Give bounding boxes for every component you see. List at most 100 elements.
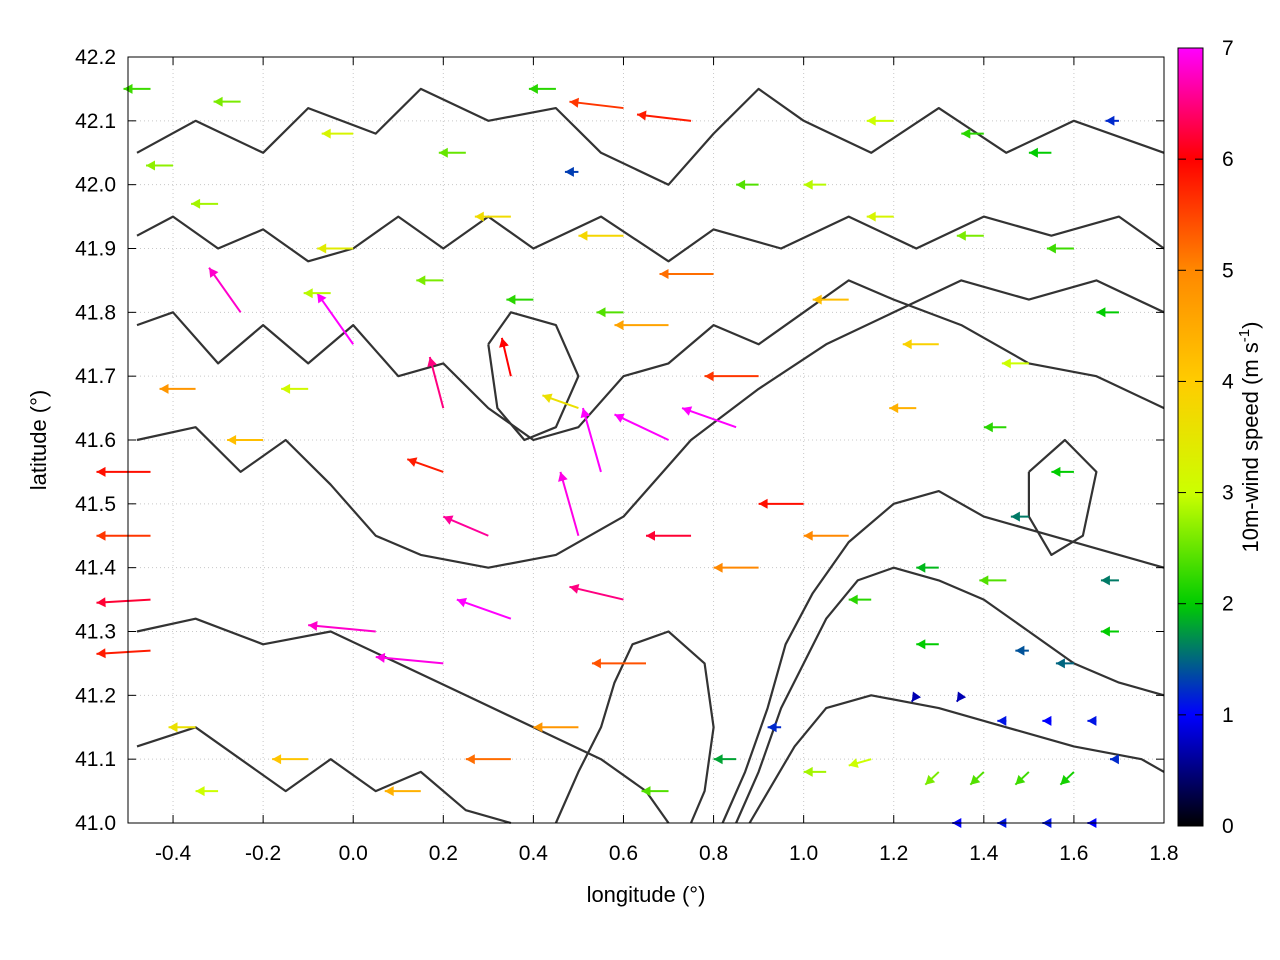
wind-arrow-head bbox=[889, 403, 899, 414]
wind-arrow bbox=[646, 530, 692, 541]
wind-arrow bbox=[924, 771, 940, 786]
wind-arrow-head bbox=[659, 269, 669, 279]
wind-arrow-head bbox=[614, 320, 624, 331]
wind-arrow-head bbox=[308, 621, 318, 631]
wind-arrow bbox=[96, 648, 151, 659]
wind-arrow bbox=[1055, 658, 1074, 669]
colorbar-tick-label: 3 bbox=[1222, 482, 1234, 505]
wind-arrow-head bbox=[465, 754, 475, 765]
y-tick-label: 41.2 bbox=[75, 684, 116, 707]
wind-arrow-head bbox=[803, 530, 813, 541]
wind-arrow bbox=[866, 115, 894, 126]
wind-arrow bbox=[308, 621, 376, 633]
wind-arrow-head bbox=[736, 179, 746, 190]
wind-arrow-head bbox=[704, 371, 714, 382]
wind-arrow-head bbox=[159, 383, 169, 394]
wind-arrow-shaft bbox=[316, 292, 355, 345]
wind-arrow-head bbox=[213, 96, 223, 107]
wind-arrow bbox=[528, 83, 556, 94]
wind-arrow bbox=[1010, 511, 1029, 522]
wind-arrow bbox=[438, 147, 466, 158]
colorbar-ticks: 0 1 2 3 4 5 6 7 bbox=[1178, 37, 1234, 838]
wind-arrow bbox=[321, 128, 354, 139]
y-tick-label: 42.1 bbox=[75, 110, 116, 133]
wind-arrow-head bbox=[499, 337, 509, 348]
wind-arrow bbox=[902, 339, 939, 350]
wind-arrow-head bbox=[578, 230, 588, 241]
wind-arrow-head bbox=[542, 393, 553, 403]
wind-arrow-head bbox=[558, 471, 568, 482]
wind-arrow-head bbox=[96, 648, 106, 659]
wind-arrow bbox=[213, 96, 241, 107]
wind-arrow-head bbox=[956, 230, 966, 241]
wind-arrow bbox=[406, 457, 444, 473]
wind-arrow bbox=[1096, 307, 1119, 318]
wind-arrow-head bbox=[713, 754, 723, 765]
wind-arrow bbox=[1051, 466, 1074, 477]
wind-arrow bbox=[96, 530, 151, 541]
x-tick-label: 1.6 bbox=[1059, 842, 1088, 865]
wind-arrow bbox=[195, 786, 219, 797]
wind-arrow-head bbox=[427, 357, 437, 367]
wind-arrow-head bbox=[474, 211, 484, 222]
x-tick-label: 0.8 bbox=[699, 842, 728, 865]
x-tick-label: 1.4 bbox=[969, 842, 999, 865]
wind-arrow bbox=[1001, 358, 1029, 369]
wind-arrow-head bbox=[1060, 774, 1071, 785]
contour-line bbox=[136, 617, 670, 824]
wind-arrow-head bbox=[911, 691, 921, 702]
wind-arrow bbox=[506, 294, 534, 305]
wind-arrow bbox=[969, 771, 985, 786]
terrain-contours bbox=[136, 87, 1165, 825]
wind-arrow-head bbox=[168, 722, 178, 733]
wind-arrow-head bbox=[848, 758, 859, 768]
colorbar-tick-label: 7 bbox=[1222, 37, 1234, 60]
x-tick-label: 0.4 bbox=[519, 842, 549, 865]
wind-arrow-head bbox=[1100, 626, 1110, 637]
wind-arrow-head bbox=[591, 658, 601, 669]
wind-arrow bbox=[704, 371, 759, 382]
wind-arrow-head bbox=[416, 275, 426, 286]
wind-arrow bbox=[916, 639, 939, 650]
wind-arrow bbox=[569, 584, 624, 601]
wind-arrow-head bbox=[227, 435, 237, 445]
wind-arrow bbox=[736, 179, 759, 190]
wind-arrow-head bbox=[321, 128, 331, 139]
contour-line bbox=[1027, 438, 1098, 556]
wind-arrow bbox=[474, 211, 511, 222]
wind-arrow-head bbox=[682, 406, 693, 416]
wind-arrow-shaft bbox=[559, 471, 580, 537]
wind-arrow bbox=[533, 722, 579, 733]
wind-arrow-head bbox=[758, 498, 768, 509]
wind-arrow-head bbox=[375, 652, 386, 663]
wind-arrow-head bbox=[317, 243, 327, 254]
y-tick-label: 41.7 bbox=[75, 365, 116, 388]
wind-arrow bbox=[1100, 575, 1119, 586]
wind-arrow bbox=[146, 160, 174, 171]
wind-arrow bbox=[812, 294, 849, 305]
colorbar-tick-label: 2 bbox=[1222, 593, 1234, 616]
wind-arrow-head bbox=[195, 786, 205, 797]
wind-arrow-head bbox=[533, 722, 543, 733]
wind-arrow-head bbox=[866, 115, 876, 126]
wind-arrow-head bbox=[767, 722, 777, 733]
wind-arrow-head bbox=[646, 530, 655, 541]
y-tick-label: 41.3 bbox=[75, 621, 116, 644]
wind-arrow bbox=[1046, 243, 1074, 254]
wind-arrow-head bbox=[1055, 658, 1065, 669]
wind-arrow bbox=[384, 786, 421, 797]
wind-arrow-head bbox=[970, 774, 981, 785]
wind-arrow-head bbox=[209, 267, 219, 278]
wind-arrow-head bbox=[407, 457, 418, 467]
wind-arrow bbox=[767, 722, 782, 733]
wind-arrow-head bbox=[438, 147, 448, 158]
wind-arrow bbox=[316, 292, 355, 345]
wind-arrow-head bbox=[96, 597, 106, 608]
wind-arrow bbox=[558, 471, 580, 537]
wind-arrow bbox=[227, 435, 264, 445]
y-tick-label: 41.6 bbox=[75, 429, 116, 452]
x-axis-ticks: -0.4 -0.2 0.0 0.2 0.4 0.6 0.8 1.0 1.2 1.4 1.6 1.8 bbox=[155, 57, 1179, 865]
wind-arrow bbox=[1042, 715, 1052, 726]
wind-arrow bbox=[997, 715, 1007, 726]
